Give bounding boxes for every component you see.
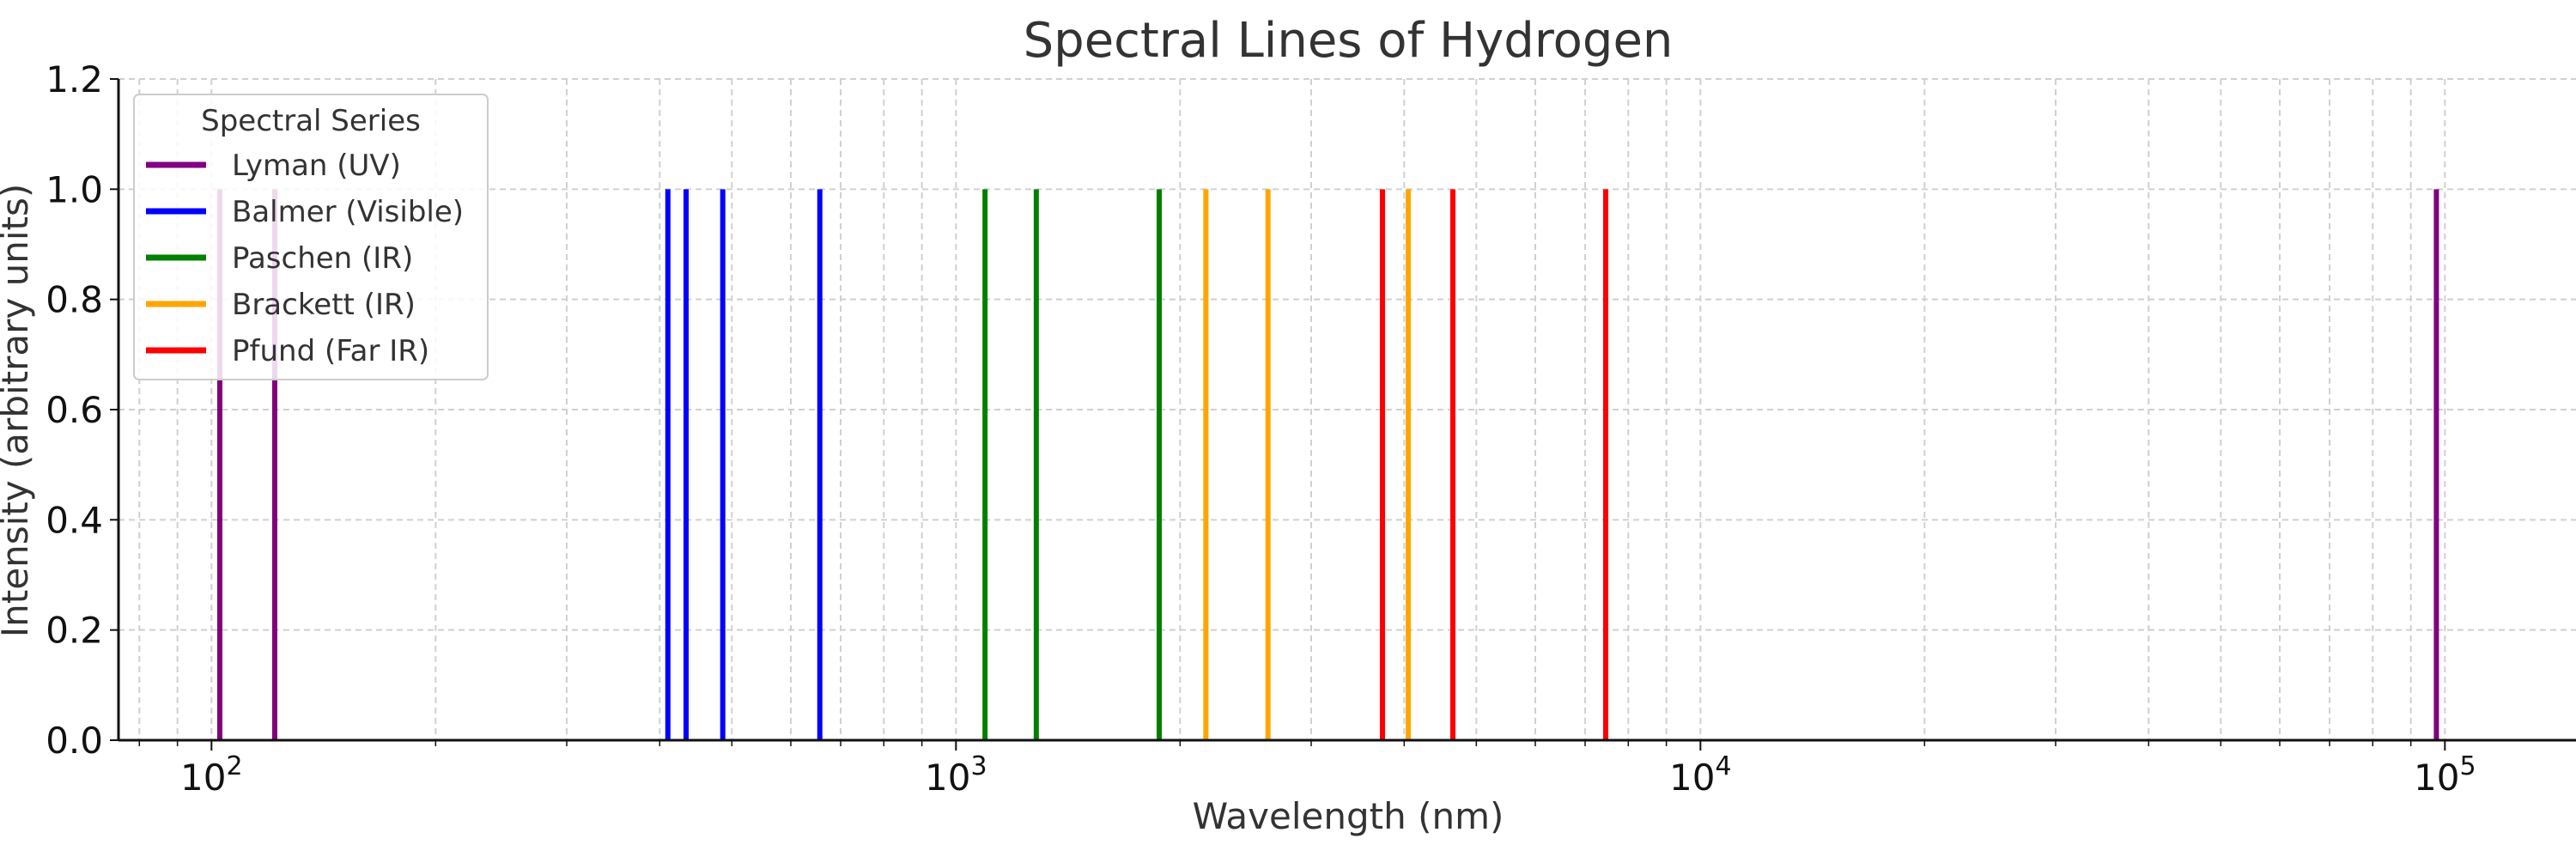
axes xyxy=(110,78,2576,751)
y-tick-label: 0.4 xyxy=(46,499,103,541)
tick-labels: 0.0 0.2 0.4 0.6 0.8 1.0 1.2 102 103 104 105 xyxy=(46,58,2476,799)
x-tick-label: 103 xyxy=(925,751,987,799)
legend: Spectral Series Lyman (UV) Balmer (Visibl… xyxy=(133,94,489,380)
legend-box xyxy=(133,94,489,380)
legend-label: Lyman (UV) xyxy=(232,149,401,183)
y-tick-label: 0.8 xyxy=(46,279,103,321)
chart-title: Spectral Lines of Hydrogen xyxy=(1024,13,1674,69)
x-tick-label: 102 xyxy=(180,751,243,799)
y-tick-label: 1.2 xyxy=(46,58,103,100)
y-tick-label: 0.2 xyxy=(46,610,103,652)
x-tick-label: 105 xyxy=(2414,751,2476,799)
y-axis-label: Intensity (arbitrary units) xyxy=(0,184,36,637)
legend-label: Brackett (IR) xyxy=(232,288,416,322)
spectral-lines xyxy=(216,189,2439,740)
y-tick-label: 1.0 xyxy=(46,168,103,210)
legend-label: Pfund (Far IR) xyxy=(232,334,429,368)
x-axis-label: Wavelength (nm) xyxy=(1193,795,1504,837)
legend-title: Spectral Series xyxy=(201,104,421,138)
y-tick-label: 0.6 xyxy=(46,389,103,431)
x-tick-label: 104 xyxy=(1669,751,1732,799)
legend-label: Paschen (IR) xyxy=(232,241,413,276)
y-tick-label: 0.0 xyxy=(46,720,103,762)
legend-label: Balmer (Visible) xyxy=(232,195,464,229)
